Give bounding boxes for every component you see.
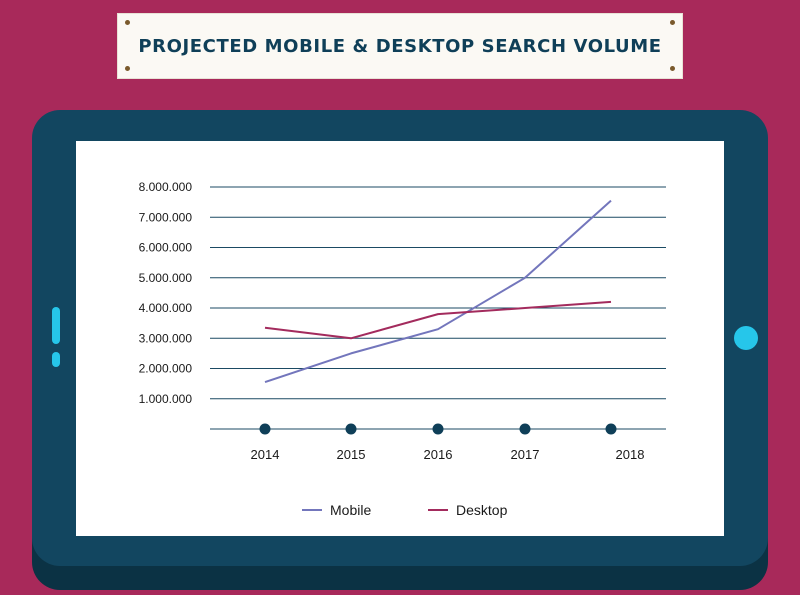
x-category-marker xyxy=(345,423,357,435)
pin-icon xyxy=(125,66,130,71)
tablet-side-button xyxy=(52,307,60,344)
title-banner: PROJECTED MOBILE & DESKTOP SEARCH VOLUME xyxy=(118,14,682,78)
x-tick-label: 2016 xyxy=(424,447,453,462)
x-category-marker xyxy=(519,423,531,435)
pin-icon xyxy=(125,20,130,25)
y-tick-label: 7.000.000 xyxy=(139,210,193,224)
x-category-marker xyxy=(432,423,444,435)
pin-icon xyxy=(670,66,675,71)
y-tick-label: 5.000.000 xyxy=(139,271,193,285)
chart-title: PROJECTED MOBILE & DESKTOP SEARCH VOLUME xyxy=(138,36,662,57)
series-line-desktop xyxy=(264,300,612,340)
x-tick-label: 2014 xyxy=(251,447,280,462)
x-tick-label: 2015 xyxy=(337,447,366,462)
tablet-home-button xyxy=(734,326,758,350)
y-tick-label: 1.000.000 xyxy=(139,392,193,406)
y-tick-label: 2.000.000 xyxy=(139,362,193,376)
legend-label-desktop: Desktop xyxy=(456,502,508,518)
x-category-marker xyxy=(259,423,271,435)
y-tick-label: 8.000.000 xyxy=(139,180,193,194)
y-tick-label: 6.000.000 xyxy=(139,241,193,255)
tablet-side-button xyxy=(52,352,60,367)
legend-label-mobile: Mobile xyxy=(330,502,371,518)
x-category-marker xyxy=(605,423,617,435)
series-line-mobile xyxy=(264,199,612,384)
x-tick-label: 2017 xyxy=(511,447,540,462)
x-tick-label: 2018 xyxy=(616,447,645,462)
y-tick-label: 4.000.000 xyxy=(139,301,193,315)
pin-icon xyxy=(670,20,675,25)
y-tick-label: 3.000.000 xyxy=(139,331,193,345)
